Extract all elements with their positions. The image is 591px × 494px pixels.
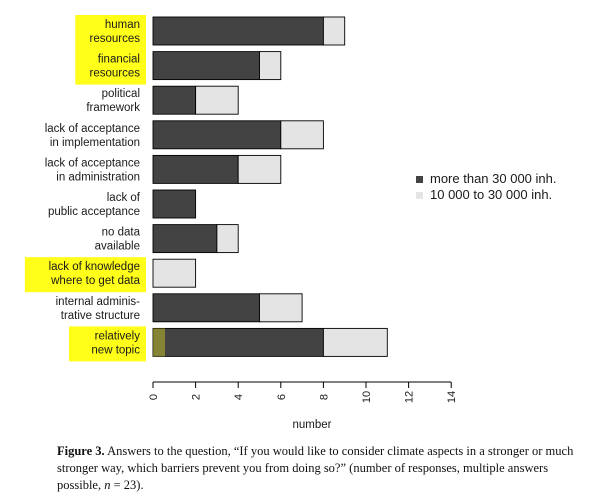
- highlight-overlay: [153, 328, 165, 357]
- bar-small-municipality: [195, 85, 239, 115]
- bar-large-municipality: [152, 154, 239, 184]
- bar-large-municipality: [152, 189, 197, 219]
- category-label: in implementation: [50, 137, 140, 149]
- legend-label: more than 30 000 inh.: [430, 171, 556, 186]
- category-label: available: [95, 241, 140, 253]
- category-label: lack of: [107, 192, 141, 204]
- category-label: human: [105, 19, 140, 31]
- legend-label: 10 000 to 30 000 inh.: [430, 187, 552, 202]
- bar-small-municipality: [237, 154, 282, 184]
- x-axis: 0 2 4 6 8 10 12 14: [148, 381, 458, 403]
- bar-large-municipality: [152, 85, 197, 115]
- x-tick-label: 2: [191, 394, 203, 400]
- highlight-mark: [69, 326, 146, 362]
- category-label: new topic: [91, 344, 140, 356]
- bar-small-municipality: [322, 16, 346, 46]
- category-label: lack of knowledge: [49, 261, 140, 273]
- category-label: no data: [102, 227, 141, 239]
- bar-small-municipality: [322, 327, 388, 357]
- category-label-layer: human resources financial resources politica…: [45, 19, 141, 356]
- bar-large-municipality: [152, 51, 260, 81]
- category-label: in administration: [56, 171, 140, 183]
- caption-text: Answers to the question, “If you would l…: [57, 444, 574, 492]
- x-tick-label: 12: [404, 391, 416, 403]
- bar-large-municipality: [152, 120, 282, 150]
- category-label: financial: [98, 54, 140, 66]
- bar-small-municipality: [259, 293, 303, 323]
- bar-large-municipality: [152, 224, 218, 254]
- caption-n-symbol: n: [104, 478, 111, 492]
- category-label: public acceptance: [48, 206, 140, 218]
- highlight-layer: [24, 15, 146, 362]
- highlight-mark: [24, 257, 146, 293]
- bar-layer: [152, 16, 388, 357]
- x-tick-label: 6: [276, 394, 288, 400]
- category-label: framework: [86, 102, 140, 114]
- bar-small-municipality: [152, 258, 197, 288]
- category-label: lack of acceptance: [45, 123, 140, 135]
- category-label: relatively: [95, 330, 141, 342]
- category-label: resources: [90, 33, 141, 45]
- category-label: internal adminis-: [56, 296, 141, 308]
- bar-large-municipality: [152, 293, 260, 323]
- legend-swatch: [416, 192, 423, 199]
- bar-large-municipality: [152, 16, 324, 46]
- highlight-mark: [75, 15, 146, 50]
- caption-label: Figure 3.: [57, 444, 105, 458]
- category-label: where to get data: [50, 275, 140, 287]
- figure-caption: Figure 3. Answers to the question, “If y…: [57, 443, 577, 494]
- x-tick-label: 14: [446, 391, 458, 403]
- bar-small-municipality: [216, 224, 239, 254]
- x-axis-title: number: [293, 419, 332, 431]
- category-label: trative structure: [61, 310, 140, 322]
- legend-swatch: [416, 176, 423, 183]
- category-label: resources: [90, 68, 141, 80]
- barrier-chart: human resources financial resources politica…: [24, 15, 556, 431]
- bar-small-municipality: [280, 120, 324, 150]
- highlight-mark: [75, 49, 146, 85]
- category-label: lack of acceptance: [45, 157, 140, 169]
- x-tick-label: 8: [318, 394, 330, 400]
- x-tick-label: 10: [361, 391, 373, 403]
- x-tick-label: 4: [233, 394, 245, 400]
- x-tick-label: 0: [148, 394, 160, 400]
- category-label: political: [102, 88, 140, 100]
- legend: more than 30 000 inh.10 000 to 30 000 in…: [416, 171, 556, 202]
- bar-large-municipality: [152, 327, 324, 357]
- bar-small-municipality: [259, 51, 282, 81]
- caption-n-value: = 23).: [110, 478, 144, 492]
